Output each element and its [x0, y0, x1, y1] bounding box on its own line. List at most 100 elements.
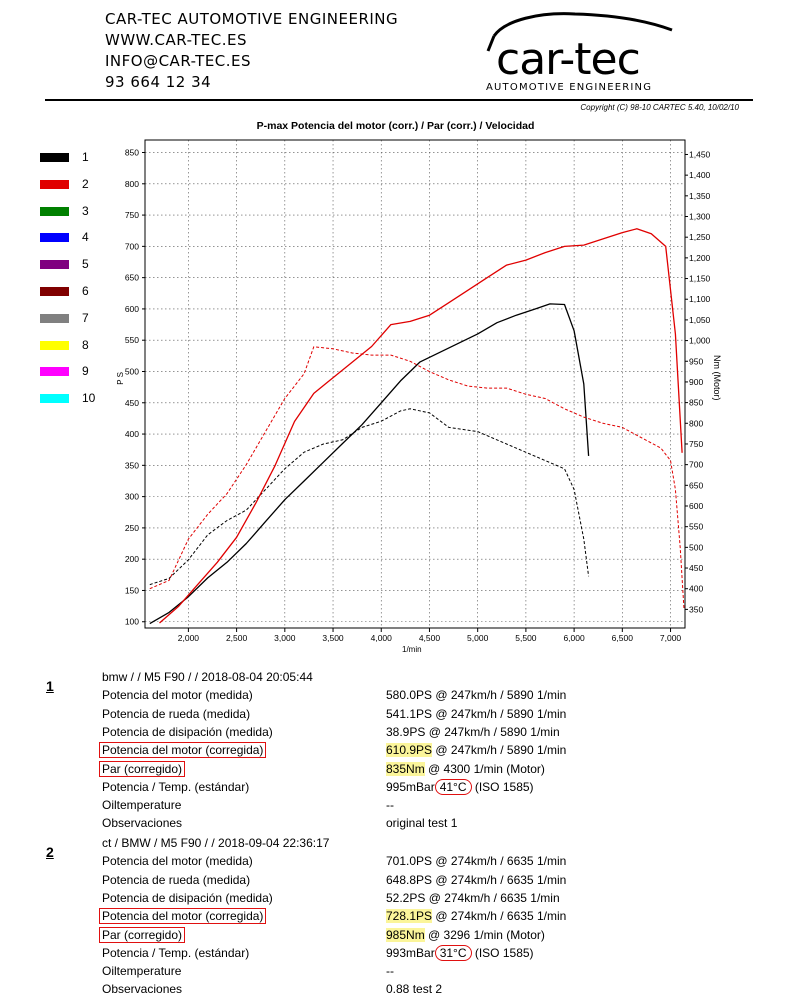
series-2-power-line [159, 228, 683, 624]
y-tick-label: 250 [125, 523, 139, 533]
legend-label: 2 [82, 176, 89, 191]
run-row-value: 0.88 test 2 [386, 982, 443, 997]
run-row-value: 985Nm @ 3296 1/min (Motor) [386, 927, 545, 942]
highlight-box: Potencia del motor (corregida) [99, 742, 267, 759]
run-row-label: Potencia del motor (corregida) [99, 908, 267, 925]
dyno-chart: 100 150 200 250 300 350 400 450 500 550 600 650 700 7… [125, 139, 711, 643]
legend-label: 7 [82, 310, 89, 325]
y2-tick-label: 1,050 [689, 315, 711, 325]
company-phone: 93 664 12 34 [105, 73, 212, 91]
legend-swatch [40, 394, 69, 404]
run-row-label: bmw / / M5 F90 / / 2018-08-04 20:05:44 [102, 670, 313, 684]
highlighted-value: 610.9PS [386, 743, 433, 758]
y2-tick-label: 650 [689, 480, 703, 490]
y-tick-label: 550 [125, 335, 139, 345]
x-tick-label: 3,500 [322, 633, 344, 643]
run-row-label: Potencia del motor (corregida) [99, 742, 267, 759]
x-tick-label: 6,500 [612, 633, 634, 643]
y-axis-title: P S [116, 372, 125, 385]
legend-swatch [40, 287, 69, 296]
y-tick-label: 700 [125, 241, 139, 251]
y2-tick-label: 400 [689, 584, 703, 594]
x-tick-label: 2,500 [226, 633, 248, 643]
x-tick-label: 5,000 [467, 633, 489, 643]
y2-tick-label: 1,350 [689, 191, 711, 201]
run-row-label: Potencia de disipación (medida) [102, 890, 273, 905]
y-tick-label: 450 [125, 398, 139, 408]
run-number: 2 [46, 844, 54, 860]
logo-subtitle: AUTOMOTIVE ENGINEERING [486, 82, 652, 93]
y2-tick-label: 1,200 [689, 253, 711, 263]
legend-label: 5 [82, 257, 89, 272]
run-row-value: 835Nm @ 4300 1/min (Motor) [386, 761, 545, 776]
series-2-torque-line [149, 346, 685, 610]
legend-swatch [40, 260, 69, 270]
run-row-label: Potencia de rueda (medida) [102, 706, 251, 721]
run-row-label: Potencia / Temp. (estándar) [102, 779, 250, 794]
legend-swatch [40, 233, 69, 243]
run-row-label: Par (corregido) [99, 760, 186, 777]
y-tick-label: 650 [125, 273, 139, 283]
plot-frame [144, 139, 686, 629]
header-divider [45, 99, 753, 101]
y-tick-label: 850 [125, 148, 139, 158]
x-tick-label: 7,000 [660, 633, 682, 643]
y-tick-label: 500 [125, 366, 139, 376]
y-tick-label: 750 [125, 210, 139, 220]
y2-tick-label: 1,450 [689, 149, 711, 159]
run-row-label: Potencia de rueda (medida) [102, 872, 251, 887]
run-row-value: 580.0PS @ 247km/h / 5890 1/min [386, 688, 567, 703]
run-row-value: 648.8PS @ 274km/h / 6635 1/min [386, 872, 567, 887]
chart-series [149, 228, 685, 625]
y2-tick-label: 1,100 [689, 294, 711, 304]
legend-label: 9 [82, 364, 89, 379]
run-row-label: Observaciones [102, 982, 183, 997]
legend-label: 10 [82, 391, 96, 406]
logo-wordmark: car-tec [496, 34, 640, 85]
run-row-value: 541.1PS @ 247km/h / 5890 1/min [386, 706, 567, 721]
run-row-value: 995mBar 41°C (ISO 1585) [386, 778, 534, 795]
y-tick-label: 200 [125, 554, 139, 564]
legend-label: 1 [82, 150, 89, 164]
legend-swatch [40, 153, 69, 162]
copyright-notice: Copyright (C) 98-10 CARTEC 5.40, 10/02/1… [580, 103, 739, 112]
run-row-value: 38.9PS @ 247km/h / 5890 1/min [386, 724, 560, 739]
highlighted-value: 835Nm [386, 761, 425, 776]
run-number: 1 [46, 678, 54, 694]
x-tick-label: 2,000 [178, 633, 200, 643]
series-1-torque-line [149, 408, 590, 586]
x-tick-label: 5,500 [515, 633, 537, 643]
y2-tick-label: 500 [689, 542, 703, 552]
y-tick-label: 350 [125, 460, 139, 470]
run-row-value: original test 1 [386, 816, 458, 831]
y2-tick-label: 1,250 [689, 232, 711, 242]
highlight-box: Potencia del motor (corregida) [99, 908, 267, 925]
run-row-value: -- [386, 964, 394, 979]
company-email[interactable]: INFO@CAR-TEC.ES [105, 52, 252, 70]
run-row-value: 993mBar 31°C (ISO 1585) [386, 944, 534, 961]
y2-tick-label: 800 [689, 418, 703, 428]
y2-tick-label: 1,300 [689, 212, 711, 222]
y2-tick-label: 950 [689, 356, 703, 366]
legend-swatch [40, 340, 69, 350]
highlight-box: Par (corregido) [99, 760, 186, 777]
chart-title: P-max Potencia del motor (corr.) / Par (… [256, 120, 535, 132]
legend-label: 4 [82, 230, 89, 245]
circled-temperature: 31°C [434, 944, 472, 961]
run-row-label: Oiltemperature [102, 964, 182, 979]
y2-tick-label: 700 [689, 460, 703, 470]
company-website[interactable]: WWW.CAR-TEC.ES [105, 31, 248, 49]
y-tick-label: 100 [125, 617, 139, 627]
run-row-label: Potencia del motor (medida) [102, 688, 253, 703]
run-row-value: 728.1PS @ 274km/h / 6635 1/min [386, 909, 567, 924]
y-tick-label: 300 [125, 492, 139, 502]
run-row-label: Potencia de disipación (medida) [102, 724, 273, 739]
y2-axis-title: Nm (Motor) [712, 355, 722, 401]
legend-label: 6 [82, 284, 89, 298]
x-axis-title: 1/min [402, 645, 422, 654]
y2-tick-label: 450 [689, 563, 703, 573]
legend-swatch [40, 313, 69, 323]
chart-axes: 100 150 200 250 300 350 400 450 500 550 600 650 700 7… [125, 139, 711, 643]
x-tick-label: 4,000 [371, 633, 393, 643]
series-1-power-line [149, 303, 590, 625]
